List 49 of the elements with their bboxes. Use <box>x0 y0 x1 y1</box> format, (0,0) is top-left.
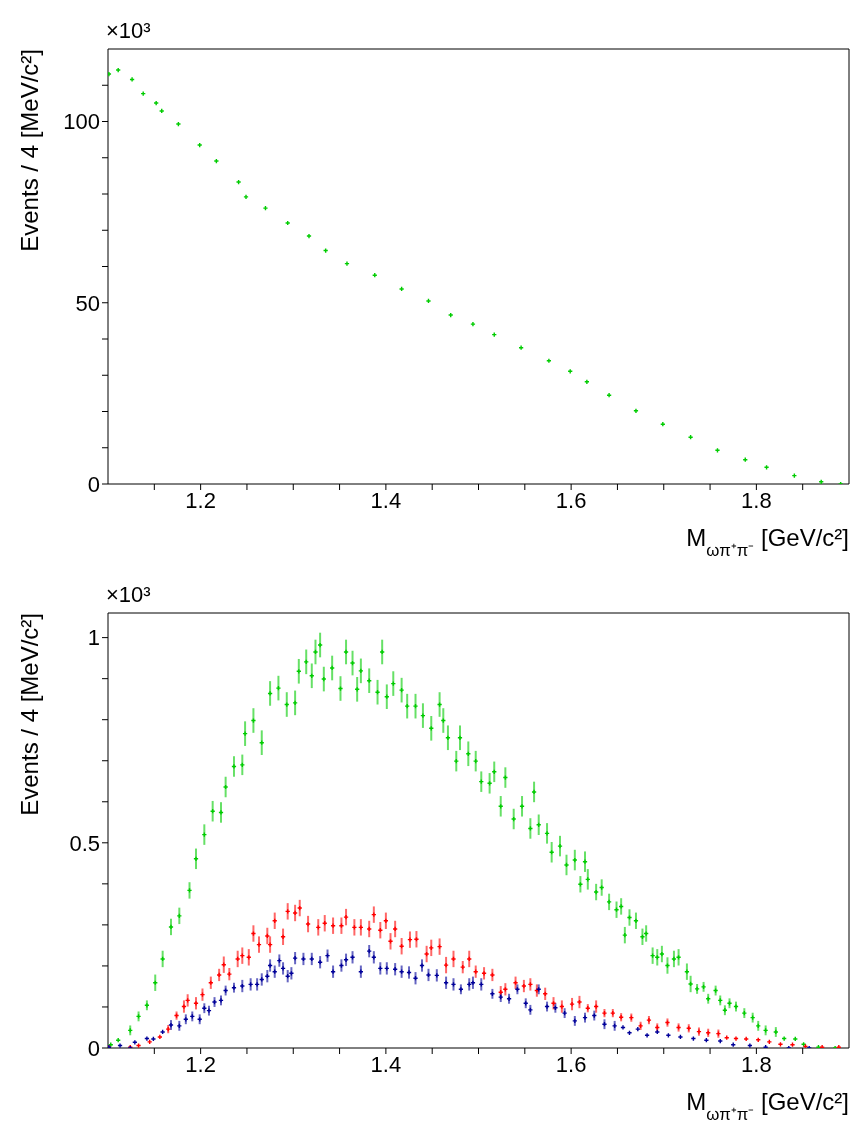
x-tick-label: 1.8 <box>741 1051 772 1077</box>
point <box>129 77 135 82</box>
point <box>141 91 146 96</box>
point <box>108 71 112 77</box>
x-axis-title: M$_{ωπ⁺π⁻}$ [GeV/c²] <box>686 1088 849 1124</box>
point <box>399 286 404 292</box>
x-tick-label: 1.6 <box>555 1051 587 1077</box>
point <box>448 312 453 318</box>
point <box>236 179 241 185</box>
point <box>197 142 202 148</box>
x-tick-label: 1.2 <box>185 487 216 513</box>
y-tick-label: 100 <box>63 109 100 135</box>
x-tick-label: 1.4 <box>370 487 402 513</box>
point <box>470 322 476 327</box>
y-tick-label: 1 <box>87 625 100 651</box>
text: ×10³ <box>106 582 151 608</box>
y-tick-label: 50 <box>75 290 100 316</box>
text: ×10³ <box>106 18 151 44</box>
point <box>263 206 268 211</box>
point <box>426 298 431 304</box>
x-tick-label: 1.6 <box>555 487 587 513</box>
point <box>306 233 312 239</box>
point <box>372 273 377 278</box>
point <box>606 393 612 398</box>
y-tick-label: 0 <box>87 471 100 497</box>
point <box>819 479 824 484</box>
point <box>159 108 164 114</box>
point <box>116 67 121 73</box>
y-tick-label: 0 <box>87 1035 100 1061</box>
point <box>176 121 181 127</box>
x-tick-label: 1.8 <box>741 487 772 513</box>
point <box>568 369 573 374</box>
point <box>344 261 350 266</box>
x-tick-label: 1.4 <box>370 1051 402 1077</box>
point <box>243 194 249 200</box>
point <box>838 481 843 484</box>
point <box>546 358 552 363</box>
x-tick-label: 1.2 <box>185 1051 216 1077</box>
y-axis-title: Events / 4 [MeV/c²] <box>16 613 43 816</box>
y-tick-label: 0.5 <box>69 830 100 856</box>
point <box>660 422 665 427</box>
x-axis-title: M$_{ωπ⁺π⁻}$ [GeV/c²] <box>686 524 849 560</box>
point <box>154 100 159 106</box>
y-axis-title: Events / 4 [MeV/c²] <box>16 49 43 252</box>
point <box>518 345 524 350</box>
point <box>633 408 639 413</box>
point <box>584 379 589 384</box>
point <box>214 158 219 164</box>
point <box>285 220 290 226</box>
